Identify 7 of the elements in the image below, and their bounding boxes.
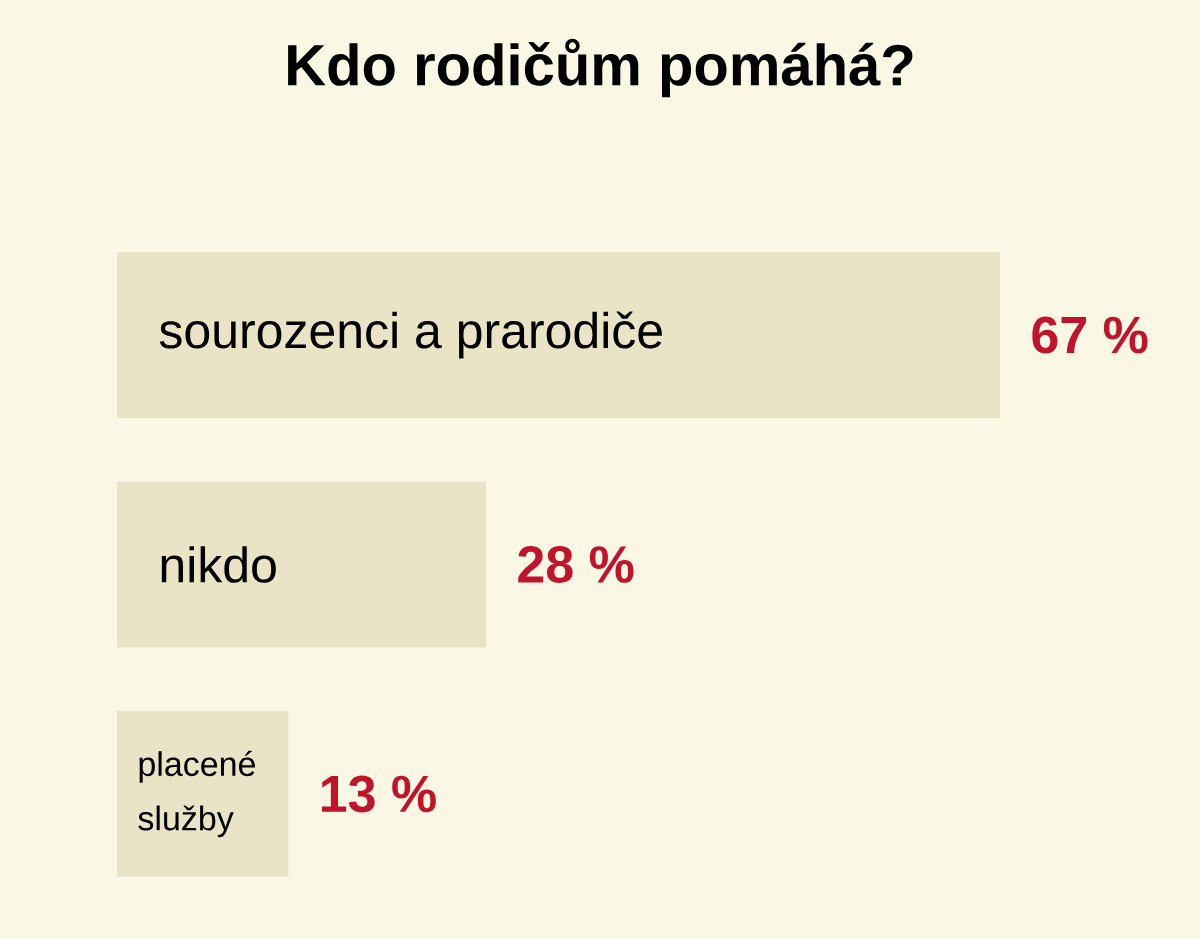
- data-label: 28 %: [518, 546, 634, 583]
- y-tick-label: nikdo: [161, 546, 276, 583]
- data-label: 67 %: [1032, 316, 1148, 354]
- chart-title: Kdo rodičům pomáhá?: [288, 38, 913, 98]
- y-tick-label: placené služby: [138, 750, 255, 838]
- y-tick-label: sourozenci a prarodiče: [159, 311, 662, 359]
- data-label: 13 %: [322, 775, 436, 813]
